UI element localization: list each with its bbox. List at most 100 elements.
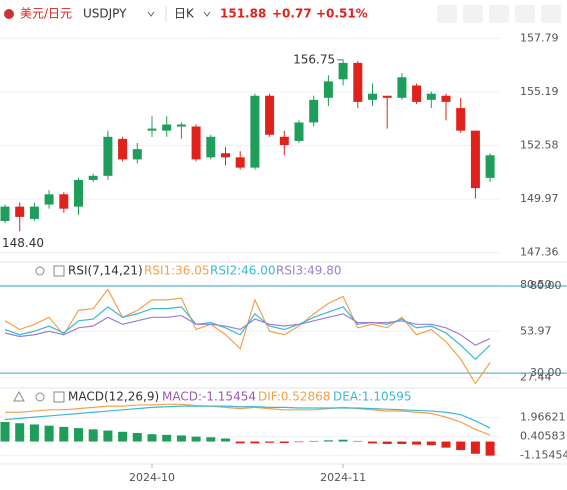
macd-bar: [88, 429, 98, 442]
macd-bar: [15, 423, 25, 442]
macd-bar: [191, 436, 201, 442]
settings-icon[interactable]: [35, 266, 45, 276]
y-tick-label: 147.36: [520, 246, 559, 259]
y-tick-label: 53.97: [520, 324, 552, 337]
candle-body: [206, 136, 216, 158]
indicator-icon[interactable]: [53, 265, 65, 277]
candle-body: [441, 95, 451, 102]
dropdown-icon[interactable]: [203, 11, 211, 17]
candle-body: [15, 206, 25, 217]
instrument-name[interactable]: 美元/日元: [20, 7, 72, 21]
candle-body: [294, 122, 304, 141]
macd-bar: [132, 433, 142, 442]
macd-bar: [323, 440, 333, 442]
candle-body: [485, 155, 495, 178]
y-tick-label: 0.40583: [520, 430, 566, 443]
candle-body: [221, 153, 230, 158]
candle-body: [456, 108, 466, 131]
candle-body: [412, 85, 422, 102]
warning-icon[interactable]: [13, 390, 25, 402]
period[interactable]: 日K: [174, 7, 195, 21]
macd-bar: [470, 441, 480, 454]
tool-icon[interactable]: [515, 5, 535, 23]
legend-entry: RSI3:49.80: [276, 264, 342, 278]
indicator-title: RSI(7,14,21): [68, 264, 143, 278]
settings-icon[interactable]: [35, 392, 45, 402]
macd-bar: [382, 441, 392, 444]
candle-body: [132, 149, 142, 160]
macd-bar: [250, 441, 260, 444]
high-label: 156.75: [293, 52, 335, 66]
macd-bar: [221, 438, 230, 442]
candle-body: [368, 93, 377, 100]
y-tick-label: -1.15454: [520, 449, 567, 462]
candle-body: [279, 136, 289, 146]
macd-bar: [176, 435, 186, 442]
macd-line: [5, 403, 491, 436]
macd-bar: [426, 441, 436, 446]
macd-bar: [44, 425, 54, 442]
dropdown-icon[interactable]: [147, 11, 155, 17]
candle-body: [426, 93, 436, 100]
y-tick-label: 157.79: [520, 31, 559, 44]
tool-icon[interactable]: [489, 5, 509, 23]
candle-body: [235, 157, 245, 168]
candle-body: [176, 124, 186, 127]
macd-bar: [103, 430, 113, 442]
y-tick-label: 152.58: [520, 138, 559, 151]
macd-bar: [59, 426, 69, 442]
legend-entry: DIF:0.52868: [258, 390, 330, 404]
tool-icon[interactable]: [541, 5, 561, 23]
change-pct: +0.51%: [316, 7, 368, 21]
tool-icon[interactable]: [437, 5, 457, 23]
candle-body: [470, 130, 480, 189]
indicator-icon[interactable]: [53, 391, 65, 403]
candle-body: [118, 138, 128, 160]
candle-body: [162, 124, 172, 131]
macd-bar: [118, 431, 128, 442]
price: 151.88: [220, 7, 266, 21]
macd-bar: [74, 428, 83, 442]
macd-bar: [353, 440, 363, 442]
x-tick-label: 2024-11: [320, 471, 366, 484]
level-label: 30.00: [530, 366, 562, 379]
macd-bar: [368, 441, 377, 444]
candle-body: [265, 95, 275, 135]
candle-body: [397, 77, 407, 98]
macd-bar: [162, 434, 172, 442]
candle-body: [88, 175, 98, 180]
candle-body: [382, 95, 392, 98]
legend-entry: MACD:-1.15454: [162, 390, 256, 404]
indicator-title: MACD(12,26,9): [68, 390, 159, 404]
candle-body: [0, 206, 10, 221]
candle-body: [309, 99, 319, 123]
macd-bar: [441, 441, 451, 448]
candle-body: [323, 81, 333, 98]
low-label: 148.40: [2, 236, 44, 250]
macd-line: [4, 405, 491, 429]
y-tick-label: 1.96621: [520, 411, 566, 424]
symbol[interactable]: USDJPY: [83, 7, 127, 21]
candle-body: [338, 62, 348, 80]
candle-body: [74, 179, 83, 207]
macd-bar: [485, 441, 495, 456]
level-label: 80.00: [530, 279, 562, 292]
candle-body: [250, 95, 260, 168]
legend-entry: RSI1:36.05: [144, 264, 210, 278]
tool-icon[interactable]: [463, 5, 483, 23]
candle-body: [353, 62, 363, 102]
x-tick-label: 2024-10: [129, 471, 175, 484]
candle-body: [191, 126, 201, 160]
candle-body: [103, 136, 113, 176]
macd-bar: [206, 437, 216, 442]
candle-body: [59, 194, 69, 209]
macd-bar: [309, 440, 319, 442]
legend-entry: RSI2:46.00: [210, 264, 276, 278]
y-tick-label: 80.50: [520, 278, 552, 291]
macd-bar: [279, 441, 289, 444]
legend-entry: DEA:1.10595: [333, 390, 412, 404]
macd-bar: [412, 441, 422, 445]
candle-body: [29, 206, 39, 219]
